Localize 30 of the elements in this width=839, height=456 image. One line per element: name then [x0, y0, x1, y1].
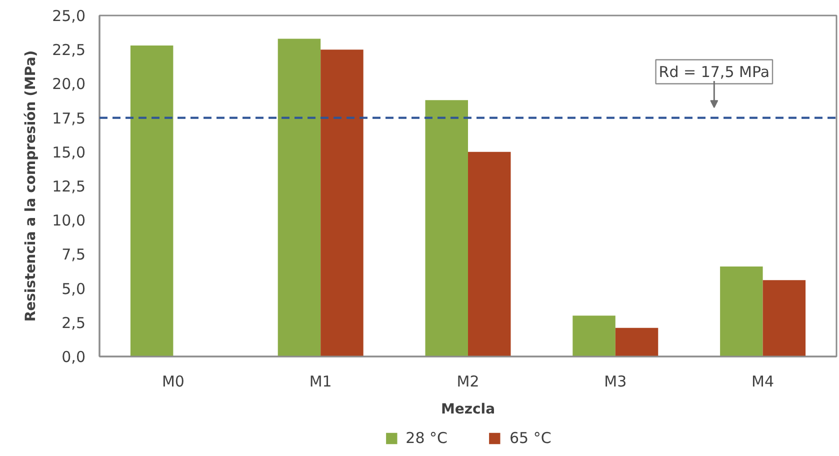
y-tick-label: 5,0: [62, 280, 86, 298]
bar: [130, 46, 174, 356]
x-tick-label: M4: [752, 372, 774, 390]
y-tick-label: 10,0: [52, 212, 86, 230]
bar: [720, 266, 763, 356]
bar: [468, 152, 511, 356]
legend-label: 65 °C: [510, 429, 552, 447]
bar: [425, 100, 468, 356]
x-tick-label: M3: [604, 372, 627, 390]
legend-label: 28 °C: [406, 429, 448, 447]
y-tick-label: 22,5: [52, 41, 86, 60]
x-tick-label: M0: [162, 372, 184, 390]
x-tick-label: M2: [456, 372, 480, 390]
bar: [615, 328, 658, 356]
y-tick-label: 25,0: [52, 7, 86, 25]
y-tick-label: 15,0: [52, 143, 86, 162]
y-tick-label: 17,5: [52, 109, 86, 128]
bar: [572, 316, 616, 356]
ref-line-label: Rd = 17,5 MPa: [658, 62, 770, 81]
bar: [320, 50, 364, 356]
y-axis-title: Resistencia a la compresión (MPa): [23, 50, 40, 322]
bar: [762, 280, 806, 356]
y-tick-label: 20,0: [52, 75, 86, 94]
y-tick-label: 2,5: [62, 314, 86, 332]
y-tick-label: 7,5: [62, 246, 86, 264]
y-tick-label: 12,5: [52, 178, 86, 196]
y-tick-label: 0,0: [62, 348, 86, 366]
x-tick-label: M1: [309, 372, 332, 390]
x-axis-title: Mezcla: [440, 402, 496, 418]
bar: [278, 38, 321, 356]
